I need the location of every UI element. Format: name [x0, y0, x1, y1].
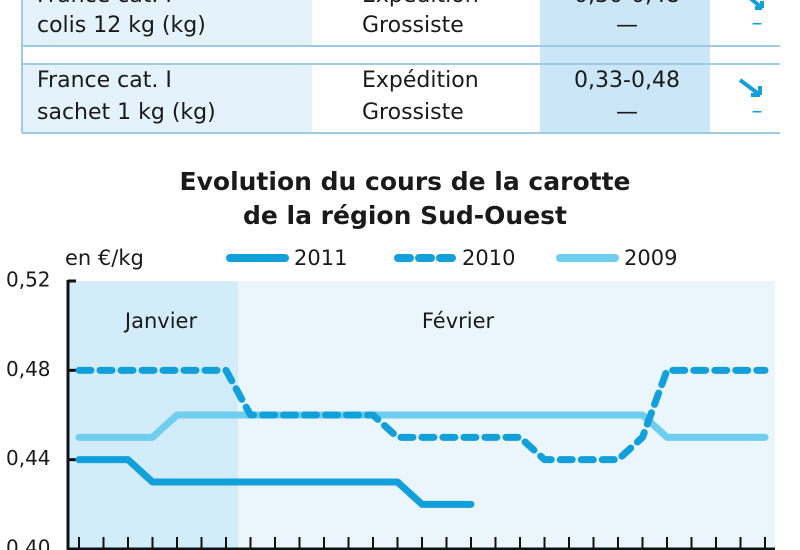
cell-bg — [22, 64, 312, 133]
legend-label: 2009 — [624, 246, 677, 270]
price: — — [616, 100, 638, 125]
series-line — [75, 366, 769, 464]
y-axis-label: en €/kg — [65, 246, 144, 270]
chart-title: Evolution du cours de la carotte — [180, 167, 631, 196]
stage: Expédition — [362, 0, 479, 8]
chart-title: de la région Sud-Ouest — [243, 201, 567, 230]
legend-label: 2011 — [294, 246, 347, 270]
product: France cat. I — [37, 68, 172, 93]
y-tick-label: 0,48 — [6, 357, 51, 381]
series-line — [75, 456, 475, 508]
price-table: France cat. I colis 12 kg (kg) Expéditio… — [21, 0, 780, 134]
product: colis 12 kg (kg) — [37, 13, 206, 38]
trend: – — [752, 99, 763, 124]
product: France cat. I — [37, 0, 172, 8]
cell-bg — [540, 0, 710, 133]
trend: – — [752, 11, 763, 36]
price: — — [616, 13, 638, 38]
product: sachet 1 kg (kg) — [37, 100, 216, 125]
month-label: Janvier — [123, 309, 198, 333]
month-label: Février — [422, 309, 495, 333]
y-tick-label: 0,44 — [6, 446, 51, 470]
y-tick-label: 0,52 — [6, 268, 51, 292]
price: 0,30-0,48 — [574, 0, 680, 8]
cell-bg — [22, 0, 312, 46]
stage: Expédition — [362, 68, 479, 93]
price: 0,33-0,48 — [574, 68, 680, 93]
trend-arrow — [749, 0, 764, 10]
stage: Grossiste — [362, 13, 464, 38]
trend-arrow — [738, 78, 762, 97]
stage: Grossiste — [362, 100, 464, 125]
legend-label: 2010 — [462, 246, 515, 270]
y-tick-label: 0,40 — [6, 536, 51, 550]
